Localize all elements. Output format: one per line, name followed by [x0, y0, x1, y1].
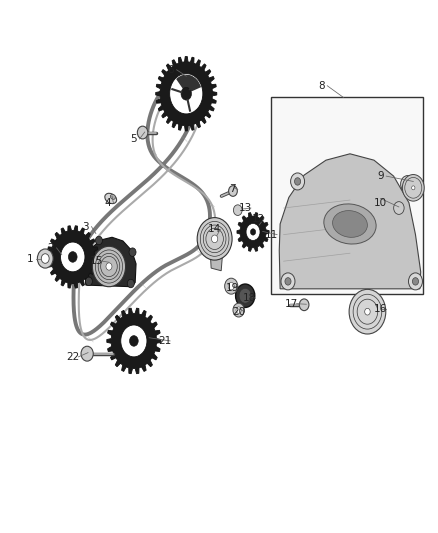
Polygon shape — [279, 154, 421, 289]
Circle shape — [413, 278, 419, 285]
Ellipse shape — [324, 204, 376, 244]
Circle shape — [92, 246, 126, 287]
Circle shape — [246, 223, 260, 240]
Text: 5: 5 — [131, 134, 137, 144]
Circle shape — [409, 273, 423, 290]
Circle shape — [285, 278, 291, 285]
Circle shape — [239, 288, 251, 303]
Text: 6: 6 — [168, 65, 174, 75]
Circle shape — [127, 279, 134, 288]
Circle shape — [229, 185, 237, 196]
Text: 7: 7 — [229, 184, 235, 195]
Circle shape — [228, 282, 234, 290]
Text: 18: 18 — [243, 293, 256, 303]
Circle shape — [106, 263, 112, 270]
Polygon shape — [155, 56, 217, 131]
Polygon shape — [107, 308, 161, 374]
Text: 21: 21 — [158, 336, 171, 346]
Circle shape — [233, 303, 244, 317]
Ellipse shape — [332, 211, 367, 237]
Polygon shape — [85, 237, 136, 287]
Circle shape — [170, 74, 203, 114]
Circle shape — [299, 299, 309, 311]
Circle shape — [290, 173, 304, 190]
Circle shape — [233, 205, 242, 215]
Polygon shape — [210, 239, 223, 271]
Circle shape — [281, 273, 295, 290]
Text: 20: 20 — [232, 306, 245, 317]
Circle shape — [225, 278, 238, 294]
Text: 1: 1 — [27, 254, 34, 263]
Text: 8: 8 — [318, 81, 325, 91]
Circle shape — [95, 236, 102, 245]
Circle shape — [212, 235, 218, 243]
Wedge shape — [176, 75, 201, 94]
Circle shape — [85, 277, 92, 286]
Text: 10: 10 — [374, 198, 387, 208]
Circle shape — [294, 177, 300, 185]
Text: 22: 22 — [66, 352, 79, 362]
Text: 12: 12 — [252, 214, 265, 224]
Circle shape — [236, 307, 241, 313]
Text: 17: 17 — [284, 298, 298, 309]
Circle shape — [68, 252, 77, 262]
Text: 19: 19 — [226, 283, 239, 293]
Circle shape — [394, 201, 404, 214]
Circle shape — [121, 325, 147, 357]
Circle shape — [349, 289, 386, 334]
Circle shape — [181, 87, 191, 100]
Circle shape — [405, 180, 411, 188]
Ellipse shape — [105, 193, 117, 204]
Circle shape — [251, 229, 256, 235]
Circle shape — [81, 346, 93, 361]
Text: 4: 4 — [104, 198, 111, 208]
Text: 2: 2 — [48, 243, 54, 253]
Text: 9: 9 — [377, 171, 384, 181]
Circle shape — [41, 254, 49, 263]
Circle shape — [197, 217, 232, 260]
Polygon shape — [47, 225, 99, 288]
Circle shape — [403, 174, 424, 201]
Circle shape — [60, 242, 85, 272]
Circle shape — [138, 126, 148, 139]
Circle shape — [129, 248, 136, 256]
Polygon shape — [237, 213, 269, 252]
Text: 13: 13 — [239, 203, 252, 213]
Text: 15: 15 — [90, 256, 103, 266]
Circle shape — [401, 175, 415, 192]
Circle shape — [130, 336, 138, 346]
Text: 16: 16 — [374, 304, 387, 314]
Text: 11: 11 — [265, 230, 278, 240]
Text: 14: 14 — [208, 224, 221, 235]
Circle shape — [236, 284, 255, 308]
Circle shape — [37, 249, 53, 268]
Circle shape — [412, 186, 415, 190]
Text: 3: 3 — [82, 222, 89, 232]
Bar — [271, 98, 424, 294]
Ellipse shape — [110, 195, 116, 199]
Circle shape — [365, 308, 370, 315]
